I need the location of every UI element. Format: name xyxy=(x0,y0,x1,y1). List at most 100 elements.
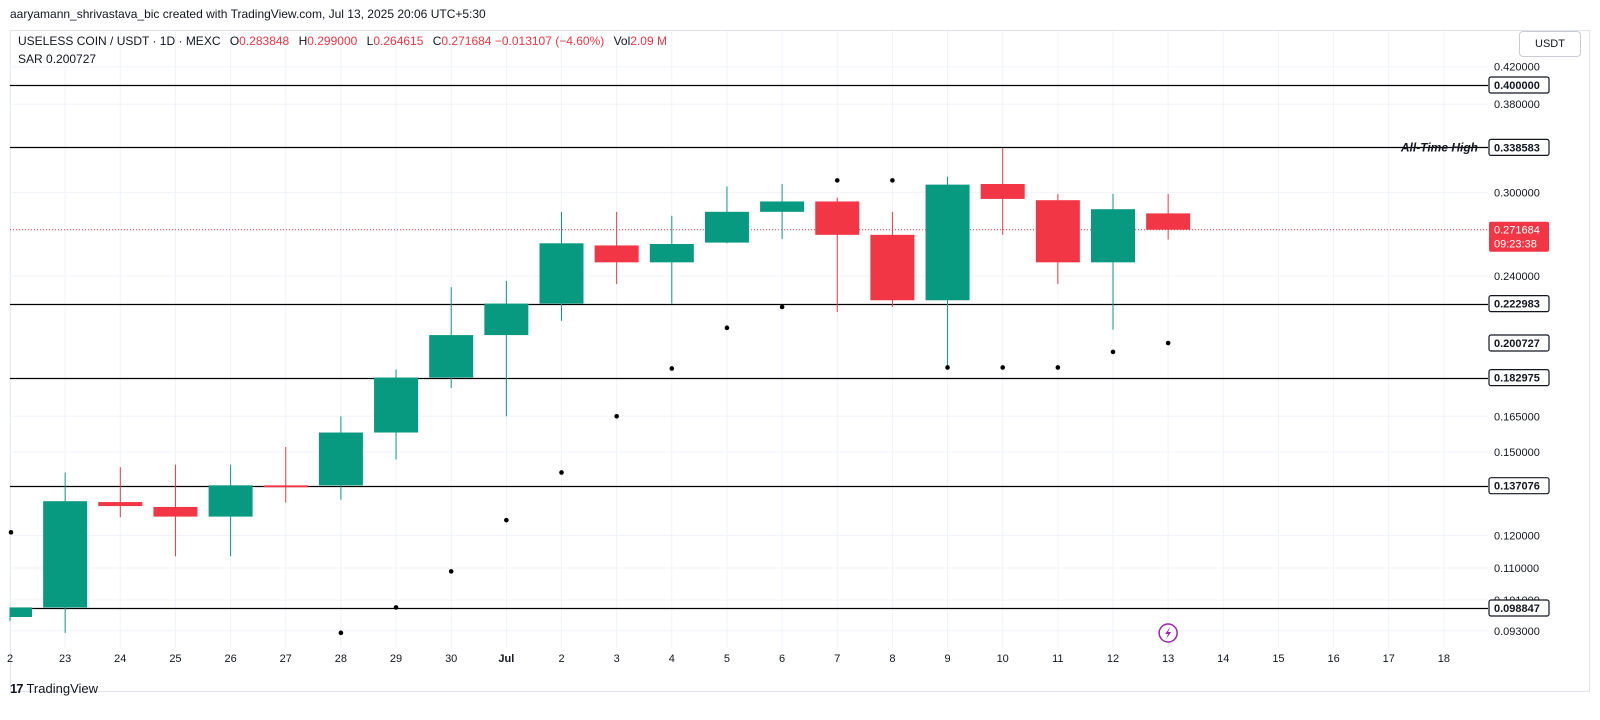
level-price-tag: 0.222983 xyxy=(1488,295,1550,313)
candle-down xyxy=(263,485,308,488)
sar-dot xyxy=(8,530,14,535)
lightning-icon[interactable] xyxy=(1158,623,1178,643)
sar-dot xyxy=(1165,340,1171,346)
volume-value: 2.09 M xyxy=(630,34,667,48)
sar-dot xyxy=(724,325,730,331)
date-tick-label: 6 xyxy=(779,653,785,665)
level-price-tag-box xyxy=(1488,599,1550,617)
level-price-tag: 0.400000 xyxy=(1488,76,1550,94)
sar-dot xyxy=(448,569,454,574)
level-price-tag-value: 0.137076 xyxy=(1494,481,1540,493)
sar-dot xyxy=(338,630,344,636)
date-tick-label: 15 xyxy=(1272,653,1284,665)
level-price-tag: 0.137076 xyxy=(1488,477,1550,495)
volume-label: Vol xyxy=(613,34,631,48)
sar-price-tag-value: 0.200727 xyxy=(1494,338,1540,350)
date-tick-label: 30 xyxy=(445,653,457,665)
sar-dot xyxy=(614,414,619,419)
level-price-tag: 0.098847 xyxy=(1488,599,1550,617)
candle-up xyxy=(43,501,88,608)
candle-up xyxy=(484,303,529,336)
level-price-tag-value: 0.182975 xyxy=(1494,373,1540,385)
grid xyxy=(9,31,1488,648)
sar-dot xyxy=(945,365,950,370)
candle-down xyxy=(815,201,860,235)
current-price-tag: 0.271684 09:23:38 xyxy=(1489,221,1549,252)
date-tick-label: 3 xyxy=(614,653,620,665)
level-price-tag-value: 0.098847 xyxy=(1494,603,1540,615)
all-time-high-label: All-Time High xyxy=(1400,141,1478,155)
candle-down xyxy=(1035,200,1080,263)
sar-legend[interactable]: SAR 0.200727 xyxy=(18,52,96,66)
sar-dot xyxy=(779,304,785,310)
candle-down xyxy=(870,234,915,301)
date-tick-label: 11 xyxy=(1052,653,1063,665)
level-price-tag-value: 0.338583 xyxy=(1494,142,1540,154)
chart-attribution: aaryamann_shrivastava_bic created with T… xyxy=(10,7,486,21)
high-value: 0.299000 xyxy=(307,34,358,48)
level-price-tag-box xyxy=(1488,138,1550,156)
price-tick-label: 0.165000 xyxy=(1494,411,1540,423)
candle-up xyxy=(318,432,363,486)
candle-up xyxy=(760,201,805,212)
open-label: O xyxy=(229,34,240,48)
low-value: 0.264615 xyxy=(373,34,424,48)
events[interactable] xyxy=(1158,623,1178,643)
candle-up xyxy=(429,335,474,378)
date-tick-label: 26 xyxy=(224,653,236,665)
countdown-timer: 09:23:38 xyxy=(1494,239,1537,251)
symbol-title[interactable]: USELESS COIN / USDT · 1D · MEXC xyxy=(18,34,221,48)
date-tick-label: 9 xyxy=(944,653,950,665)
date-tick-label: 12 xyxy=(1107,653,1119,665)
sar-dot xyxy=(1055,365,1061,370)
price-tick-label: 0.150000 xyxy=(1494,447,1540,459)
chart-legend[interactable]: USELESS COIN / USDT · 1D · MEXC O0.28384… xyxy=(18,34,667,48)
level-price-tag: 0.182975 xyxy=(1488,369,1550,387)
date-tick-label: 27 xyxy=(280,653,292,665)
date-tick-label: Jul xyxy=(498,653,514,665)
sar-price-tag: 0.200727 xyxy=(1488,334,1550,352)
candle-up xyxy=(208,485,253,517)
date-tick-label: 13 xyxy=(1162,653,1174,665)
candle-down xyxy=(1146,213,1191,230)
date-tick-label: 14 xyxy=(1217,653,1229,665)
price-tags: 0.400000 0.338583 0.222983 0.182975 0.137076… xyxy=(1488,76,1550,617)
date-tick-label: 23 xyxy=(59,653,71,665)
date-tick-label: 17 xyxy=(1383,653,1395,665)
price-tick-label: 0.420000 xyxy=(1494,62,1540,74)
date-tick-label: 7 xyxy=(834,653,840,665)
sar-dot xyxy=(1000,365,1005,370)
low-label: L xyxy=(366,34,374,48)
change-value: −0.013107 (−4.60%) xyxy=(494,34,605,48)
date-tick-label: 4 xyxy=(669,653,675,665)
sar-dots xyxy=(8,178,1171,636)
level-price-tag-value: 0.400000 xyxy=(1494,80,1540,92)
currency-unit-button[interactable]: USDT xyxy=(1519,31,1581,57)
sar-dot xyxy=(393,605,399,610)
tradingview-name: TradingView xyxy=(26,681,99,696)
date-tick-label: 28 xyxy=(335,653,347,665)
tradingview-logo-icon: 17 xyxy=(10,681,24,696)
level-price-tag-box xyxy=(1488,295,1550,313)
current-price-tag-box xyxy=(1489,221,1549,252)
sar-value: 0.200727 xyxy=(46,52,97,66)
date-tick-label: 29 xyxy=(390,653,402,665)
candle-down xyxy=(980,184,1025,199)
candle-down xyxy=(594,245,639,263)
open-value: 0.283848 xyxy=(239,34,290,48)
time-axis[interactable]: 2 23 24 25 26 27 28 29 30 Jul 2 3 4 5 6 7 8 9 10 11 12 13 14 15… xyxy=(7,653,1450,665)
sar-price-tag-box xyxy=(1488,334,1550,352)
date-tick-label: 2 xyxy=(558,653,564,665)
level-price-tag-value: 0.222983 xyxy=(1494,299,1540,311)
price-axis[interactable]: 0.420000 0.380000 0.300000 0.240000 0.165000… xyxy=(1494,62,1540,638)
price-tick-label: 0.110000 xyxy=(1494,563,1539,575)
date-tick-label: 2 xyxy=(7,653,13,665)
candle-up xyxy=(539,243,584,304)
price-tick-label: 0.300000 xyxy=(1494,188,1540,200)
sar-dot xyxy=(669,366,675,371)
sar-dot xyxy=(1110,349,1116,355)
horizontal-levels: All-Time High xyxy=(10,84,1488,610)
high-label: H xyxy=(298,34,308,48)
tradingview-branding[interactable]: 17 TradingView xyxy=(10,681,98,696)
